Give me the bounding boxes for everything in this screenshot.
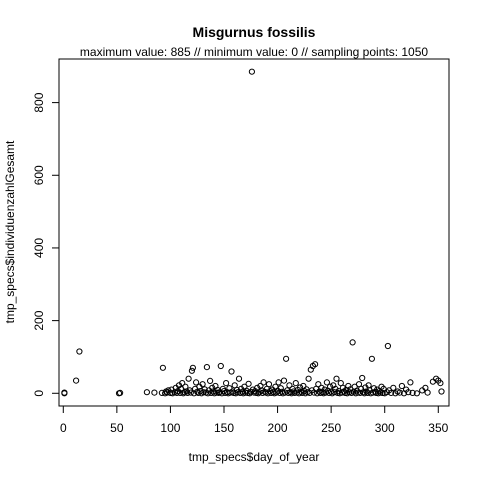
data-point <box>190 390 198 397</box>
data-point <box>187 389 194 396</box>
data-point <box>373 389 380 396</box>
data-point <box>209 384 216 391</box>
data-point <box>76 348 83 355</box>
data-point <box>300 382 307 390</box>
chart-title: Misgurnus fossilis <box>193 24 316 40</box>
data-point <box>318 384 325 391</box>
data-point <box>207 377 214 384</box>
data-points <box>61 68 445 397</box>
data-point <box>183 388 190 395</box>
data-point <box>177 389 184 396</box>
data-point <box>275 379 282 386</box>
x-tick-label: 0 <box>60 421 67 435</box>
y-tick-label: 600 <box>32 165 46 185</box>
plot-frame <box>58 58 450 407</box>
data-point <box>217 362 224 370</box>
data-point <box>73 377 80 384</box>
data-point <box>429 378 436 385</box>
data-point <box>422 384 429 391</box>
data-point <box>321 386 328 393</box>
data-point <box>424 389 431 396</box>
data-point <box>199 381 206 388</box>
data-point <box>390 384 397 391</box>
data-point <box>226 385 233 392</box>
data-point <box>143 389 150 396</box>
data-point <box>204 390 211 397</box>
data-point <box>180 390 187 397</box>
data-point <box>151 389 158 396</box>
data-point <box>315 381 322 388</box>
x-tick-label: 350 <box>428 421 448 435</box>
chart-subtitle: maximum value: 885 // minimum value: 0 /… <box>80 45 428 59</box>
x-tick-label: 200 <box>268 421 288 435</box>
y-axis-label: tmp_specs$individuenzahlGesamt <box>3 140 17 323</box>
data-point <box>265 381 273 388</box>
data-point <box>396 389 403 396</box>
data-point <box>349 339 356 346</box>
data-point <box>323 379 330 386</box>
data-point <box>179 380 186 387</box>
data-point <box>117 389 124 396</box>
data-point <box>409 389 416 396</box>
data-point <box>368 355 375 362</box>
data-point <box>260 379 267 386</box>
data-point <box>405 389 412 396</box>
data-point <box>292 380 299 387</box>
data-point <box>203 364 210 371</box>
data-point <box>437 380 444 387</box>
y-axis: 0 200 400 600 800 <box>32 92 60 397</box>
data-point <box>297 384 304 391</box>
data-point <box>246 390 253 397</box>
x-axis: 0 50 100 150 200 250 300 350 <box>60 405 449 435</box>
data-point <box>328 388 335 395</box>
data-point <box>159 364 166 371</box>
data-point <box>286 382 293 389</box>
data-point <box>413 390 420 397</box>
data-point <box>384 342 391 350</box>
data-point <box>398 382 405 390</box>
x-tick-label: 100 <box>160 421 180 435</box>
data-point <box>357 389 364 396</box>
data-point <box>377 389 384 396</box>
data-point <box>245 380 252 387</box>
data-point <box>167 389 174 396</box>
data-point <box>283 355 290 362</box>
data-point <box>185 375 192 382</box>
data-point <box>228 368 235 375</box>
data-point <box>359 374 366 382</box>
data-point <box>235 375 243 382</box>
y-tick-label: 800 <box>32 92 46 112</box>
y-tick-label: 0 <box>32 390 46 397</box>
data-point <box>407 379 414 386</box>
data-point <box>188 367 195 374</box>
data-point <box>193 379 200 386</box>
data-point <box>223 380 230 387</box>
data-point <box>61 389 68 396</box>
data-point <box>257 382 264 390</box>
data-point <box>200 389 207 396</box>
y-tick-label: 200 <box>32 310 46 330</box>
data-point <box>248 68 255 75</box>
x-tick-label: 150 <box>214 421 234 435</box>
data-point <box>388 389 395 396</box>
x-tick-label: 50 <box>110 421 124 435</box>
data-point <box>277 385 284 392</box>
data-point <box>380 385 387 392</box>
data-point <box>305 375 312 382</box>
data-point <box>438 388 445 395</box>
data-point <box>312 361 319 368</box>
data-point <box>280 377 288 384</box>
y-tick-label: 400 <box>32 238 46 258</box>
x-axis-label: tmp_specs$day_of_year <box>189 450 320 464</box>
x-tick-label: 250 <box>321 421 341 435</box>
data-point <box>333 375 340 382</box>
data-point <box>201 386 208 393</box>
x-tick-label: 300 <box>375 421 395 435</box>
data-point <box>189 364 196 371</box>
